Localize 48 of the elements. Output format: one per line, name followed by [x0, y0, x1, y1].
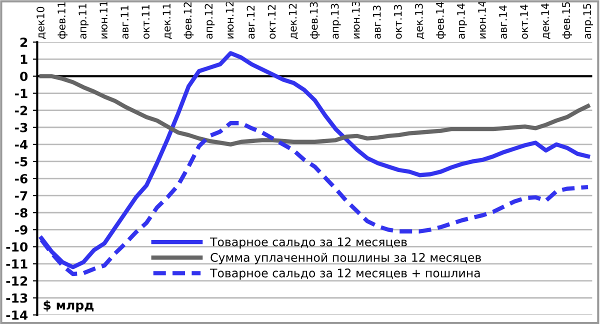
y-tick-label: -3 [14, 122, 28, 132]
x-tick-label: фев.13 [310, 2, 320, 39]
x-tick-label: фев.14 [436, 2, 446, 39]
x-tick-label: авг.13 [372, 6, 381, 39]
y-tick-label: -12 [6, 276, 28, 286]
x-tick-label: авг.12 [246, 6, 255, 39]
x-tick-label: окт.14 [520, 4, 528, 39]
y-tick-label: -14 [6, 310, 28, 320]
legend-label: Товарное сальдо за 12 месяцев + пошлина [210, 268, 480, 280]
x-tick-label: фев.11 [58, 2, 68, 39]
y-tick-label: -13 [6, 293, 28, 303]
x-tick-label: дек10 [36, 6, 46, 39]
x-tick-label: июн.13 [352, 1, 360, 38]
y-tick-label: -10 [6, 242, 28, 252]
x-tick-label: фев.15 [562, 2, 572, 39]
x-tick-label: июн.12 [226, 1, 234, 38]
y-tick-label: -2 [14, 106, 28, 116]
y-tick-label: 0 [20, 72, 28, 82]
x-tick-label: апр.15 [583, 4, 594, 39]
legend-label: Товарное сальдо за 12 месяцев [210, 237, 407, 249]
y-tick-label: -8 [14, 208, 28, 218]
legend-label: Сумма уплаченной пошлины за 12 месяцев [210, 252, 481, 264]
x-tick-label: июн.14 [478, 1, 486, 38]
x-tick-label: авг.14 [499, 5, 507, 39]
x-tick-label: июн.11 [100, 1, 108, 38]
x-tick-label: дек.12 [288, 4, 298, 39]
y-tick-label: -11 [6, 259, 28, 269]
x-tick-label: дек.14 [541, 3, 550, 39]
y-tick-label: -6 [14, 174, 28, 184]
y-tick-label: -9 [14, 225, 28, 235]
y-tick-label: -1 [14, 88, 28, 98]
y-tick-label: 2 [20, 38, 28, 47]
x-tick-label: окт.11 [142, 5, 150, 39]
y-tick-label: -7 [14, 191, 28, 200]
y-axis-title: $ млрд [44, 300, 94, 312]
x-tick-label: окт.12 [268, 5, 276, 39]
x-tick-label: апр.11 [78, 4, 88, 39]
x-tick-label: окт.13 [394, 4, 402, 39]
x-tick-label: апр.12 [204, 4, 215, 39]
x-tick-label: дек.13 [414, 4, 424, 39]
y-tick-label: -4 [14, 140, 28, 150]
x-tick-label: авг.11 [120, 6, 129, 39]
y-tick-label: 1 [20, 54, 28, 64]
x-tick-label: дек.11 [162, 4, 172, 39]
x-tick-label: фев.12 [184, 2, 194, 39]
y-tick-label: -5 [14, 157, 28, 166]
x-tick-label: апр.14 [457, 4, 467, 39]
x-tick-label: апр.13 [330, 4, 341, 39]
